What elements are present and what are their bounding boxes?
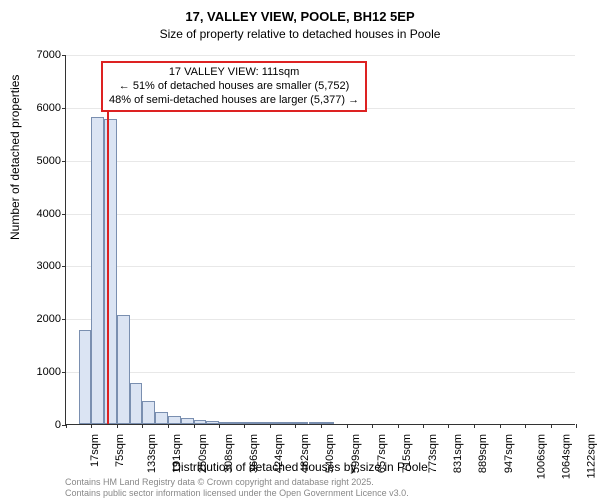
x-tick-mark <box>448 424 449 428</box>
plot-area: 0100020003000400050006000700017 VALLEY V… <box>65 55 575 425</box>
footer-line-1: Contains HM Land Registry data © Crown c… <box>65 477 409 487</box>
x-tick-mark <box>525 424 526 428</box>
x-tick-mark <box>91 424 92 428</box>
x-tick-mark <box>500 424 501 428</box>
x-tick-mark <box>244 424 245 428</box>
x-tick-mark <box>474 424 475 428</box>
y-tick-label: 0 <box>55 419 66 431</box>
y-tick-label: 2000 <box>37 313 66 325</box>
grid-line <box>66 266 575 267</box>
y-tick-label: 4000 <box>37 208 66 220</box>
histogram-bar <box>181 418 194 424</box>
histogram-bar <box>219 422 232 424</box>
x-tick-mark <box>117 424 118 428</box>
histogram-bar <box>79 330 92 424</box>
property-marker-line <box>107 96 109 424</box>
histogram-bar <box>130 383 143 424</box>
x-tick-mark <box>295 424 296 428</box>
histogram-bar <box>104 119 117 425</box>
footer-attribution: Contains HM Land Registry data © Crown c… <box>65 477 409 498</box>
histogram-bar <box>321 422 334 424</box>
y-axis-label: Number of detached properties <box>8 75 22 240</box>
grid-line <box>66 55 575 56</box>
histogram-bar <box>117 315 130 424</box>
annotation-line-3: 48% of semi-detached houses are larger (… <box>109 94 359 108</box>
histogram-bar <box>295 422 308 424</box>
x-tick-mark <box>576 424 577 428</box>
grid-line <box>66 214 575 215</box>
x-tick-mark <box>423 424 424 428</box>
x-tick-mark <box>321 424 322 428</box>
x-tick-mark <box>168 424 169 428</box>
grid-line <box>66 319 575 320</box>
chart-title-2: Size of property relative to detached ho… <box>0 26 600 42</box>
histogram-bar <box>142 401 155 424</box>
x-axis-label: Distribution of detached houses by size … <box>0 460 600 474</box>
histogram-bar <box>91 117 104 424</box>
y-tick-label: 6000 <box>37 102 66 114</box>
x-tick-mark <box>270 424 271 428</box>
annotation-line-2: ← 51% of detached houses are smaller (5,… <box>109 80 359 94</box>
histogram-bar <box>206 421 219 424</box>
chart-title-1: 17, VALLEY VIEW, POOLE, BH12 5EP <box>0 8 600 26</box>
histogram-bar <box>283 422 296 424</box>
x-tick-mark <box>66 424 67 428</box>
y-tick-label: 1000 <box>37 366 66 378</box>
x-tick-mark <box>219 424 220 428</box>
x-tick-mark <box>142 424 143 428</box>
histogram-bar <box>194 420 207 424</box>
footer-line-2: Contains public sector information licen… <box>65 488 409 498</box>
grid-line <box>66 161 575 162</box>
histogram-bar <box>270 422 283 424</box>
x-tick-mark <box>398 424 399 428</box>
y-tick-label: 3000 <box>37 260 66 272</box>
x-tick-mark <box>347 424 348 428</box>
x-tick-mark <box>551 424 552 428</box>
histogram-bar <box>309 422 322 424</box>
x-tick-mark <box>194 424 195 428</box>
annotation-box: 17 VALLEY VIEW: 111sqm← 51% of detached … <box>101 61 367 112</box>
y-tick-label: 5000 <box>37 155 66 167</box>
grid-line <box>66 372 575 373</box>
histogram-bar <box>244 422 257 424</box>
histogram-bar <box>168 416 181 424</box>
y-tick-label: 7000 <box>37 49 66 61</box>
histogram-bar <box>232 422 245 424</box>
annotation-line-1: 17 VALLEY VIEW: 111sqm <box>109 66 359 80</box>
histogram-bar <box>257 422 270 424</box>
x-tick-mark <box>372 424 373 428</box>
histogram-bar <box>155 412 168 424</box>
